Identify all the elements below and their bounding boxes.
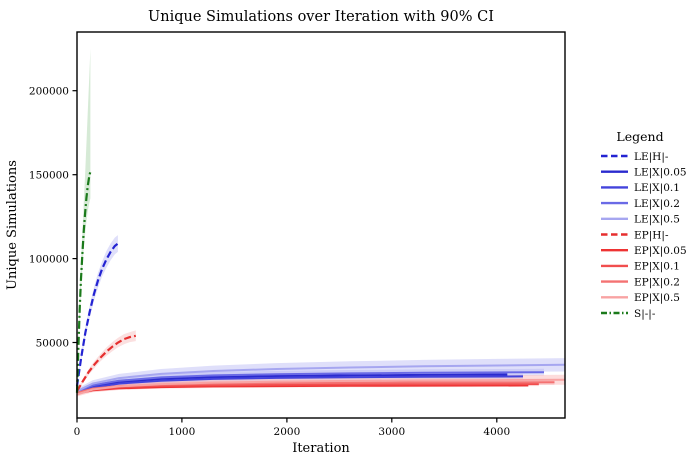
series-lines-layer xyxy=(75,171,566,396)
ci-band-LE|H|- xyxy=(77,235,118,388)
y-axis-label: Unique Simulations xyxy=(5,160,20,290)
x-axis-label: Iteration xyxy=(292,441,350,456)
y-tick-label: 100000 xyxy=(29,253,69,265)
legend-label-LE|X|0.5: LE|X|0.5 xyxy=(634,214,680,227)
legend-label-EP|H|-: EP|H|- xyxy=(634,229,669,242)
series-line-LE|H|- xyxy=(75,242,119,387)
y-tick-label: 150000 xyxy=(29,170,69,182)
series-line-EP|H|- xyxy=(76,334,137,392)
legend-title: Legend xyxy=(616,129,663,144)
series-line-LE|X|0.2 xyxy=(76,371,545,393)
ci-bands-layer xyxy=(77,48,565,397)
x-tick-label: 1000 xyxy=(169,426,196,438)
legend-label-EP|X|0.5: EP|X|0.5 xyxy=(634,292,680,305)
legend-label-LE|X|0.1: LE|X|0.1 xyxy=(634,182,680,195)
legend-label-LE|H|-: LE|H|- xyxy=(634,151,669,164)
series-line-LE|X|0.5 xyxy=(76,363,566,393)
chart-title: Unique Simulations over Iteration with 9… xyxy=(148,9,494,25)
x-tick-label: 2000 xyxy=(274,426,301,438)
legend-label-EP|X|0.1: EP|X|0.1 xyxy=(634,261,680,274)
series-line-LE|X|0.1 xyxy=(76,375,524,394)
y-tick-label: 50000 xyxy=(36,337,69,349)
legend-label-EP|X|0.05: EP|X|0.05 xyxy=(634,245,687,258)
axes-layer: 0 1000 2000 3000 4000 50000 100000 150000 200000 xyxy=(29,31,566,438)
x-tick-label: 0 xyxy=(74,426,81,438)
legend-label-LE|X|0.2: LE|X|0.2 xyxy=(634,198,680,211)
x-tick-label: 3000 xyxy=(378,426,405,438)
legend-label-S|-|-: S|-|- xyxy=(634,308,656,321)
x-tick-label: 4000 xyxy=(483,426,510,438)
legend-label-EP|X|0.2: EP|X|0.2 xyxy=(634,276,680,289)
series-line-S|-|- xyxy=(75,171,92,393)
legend-label-LE|X|0.05: LE|X|0.05 xyxy=(634,167,687,180)
y-tick-label: 200000 xyxy=(29,86,69,98)
plot-border xyxy=(76,31,566,419)
legend: Legend LE|H|- LE|X|0.05 LE|X|0.1 LE|X|0.2 LE|… xyxy=(601,129,687,321)
series-line-EP|X|0.5 xyxy=(76,378,566,396)
